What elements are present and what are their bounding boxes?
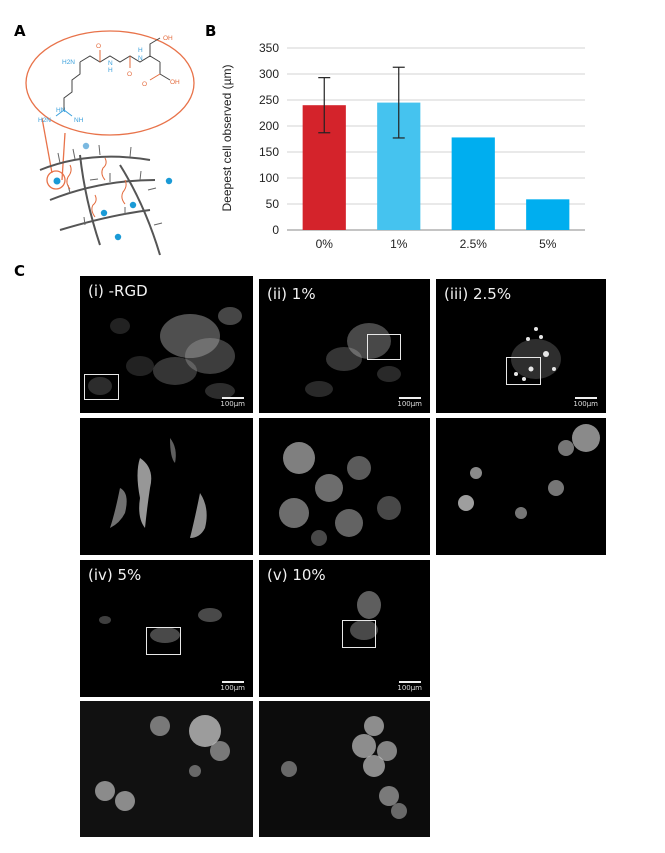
cell-cluster-sparse [99,608,222,643]
acid-label-o: O [142,81,147,88]
guanidine-label-hn: HN [56,107,66,114]
cell-cluster-rounded [511,327,561,381]
rounded-cells [281,716,407,819]
rounded-cells [95,715,230,811]
amide-label-n: N [108,60,113,67]
micrograph-label-10pct: (v) 10% [267,566,326,584]
micrograph-5pct-overview: (iv) 5% 100µm [80,560,253,697]
amine-label-h2n: H2N [62,59,75,66]
y-tick-label: 50 [266,197,280,211]
bar-3 [526,199,570,230]
carbonyl-label-o-2: O [127,71,132,78]
scale-bar-label: 100µm [220,684,245,692]
zoom-region-box [84,374,119,400]
zoom-region-box [367,334,401,360]
acid-label-oh: OH [163,35,173,42]
polymer-sidechains [57,144,163,226]
scale-bar-label: 100µm [397,684,422,692]
chart-bars [302,102,570,230]
y-tick-label: 100 [259,171,279,185]
rgd-schematic: H2N H N N H O O OH O OH HN H2N NH [25,30,195,256]
scale-bar-label: 100µm [397,400,422,408]
magnifier-callout [25,30,195,190]
polymer-network [39,154,161,256]
scale-bar: 100µm [397,681,422,692]
elongated-cells [110,438,207,538]
y-tick-label: 250 [259,93,279,107]
error-bar-1 [392,66,405,139]
y-tick-label: 150 [259,145,279,159]
cell-cluster-sparse [305,323,401,397]
micrograph-10pct-zoom [259,701,430,837]
micrograph-2-5pct-zoom [436,418,606,555]
amide-label-n-2: N [138,55,143,62]
scale-bar: 100µm [220,681,245,692]
micrograph-neg-rgd-overview: (i) -RGD 100µm [80,276,253,413]
panel-letter-c: C [14,262,26,280]
chart-y-axis-label: Deepest cell observed (µm) [220,65,234,212]
guanidine-label-h2n: H2N [38,117,51,124]
zoom-region-box [342,620,376,648]
x-tick-label: 5% [539,237,557,251]
y-tick-label: 350 [259,41,279,55]
panel-letter-a: A [14,22,26,40]
scale-bar: 100µm [573,397,598,408]
rgd-molecule [55,37,171,117]
chart-error-bars [318,66,405,139]
micrograph-label-1pct: (ii) 1% [267,285,316,303]
scale-bar-label: 100µm [573,400,598,408]
scale-bar: 100µm [220,397,245,408]
scale-bar: 100µm [397,397,422,408]
x-tick-label: 1% [390,237,408,251]
x-tick-label: 0% [316,237,334,251]
scale-bar-label: 100µm [220,400,245,408]
crosslinks [66,157,127,218]
carbonyl-label-o: O [96,43,101,50]
depth-bar-chart: 0 50 100 150 200 250 300 350 0% 1% 2.5% 5% Deepest… [220,41,585,251]
micrograph-1pct-zoom [259,418,430,555]
amide-label-h-2: H [138,47,143,54]
rgd-ligands [53,142,173,241]
zoom-region-box [146,627,181,655]
y-tick-label: 200 [259,119,279,133]
cell-cluster-sparse [350,591,381,640]
error-bar-0 [318,77,331,134]
bar-2 [451,137,495,230]
micrograph-label-5pct: (iv) 5% [88,566,142,584]
micrograph-2-5pct-overview: (iii) 2.5% 100µm [436,279,606,413]
x-tick-label: 2.5% [460,237,488,251]
clustered-cells [279,442,401,546]
micrograph-5pct-zoom [80,701,253,837]
molecule-labels: H2N H N N H O O OH O OH HN H2N NH [38,35,180,124]
acid-label-oh-2: OH [170,79,180,86]
y-tick-label: 0 [272,223,279,237]
cell-cluster-dense [88,307,242,399]
zoom-region-box [506,357,541,385]
y-tick-label: 300 [259,67,279,81]
micrograph-label-neg-rgd: (i) -RGD [88,282,148,300]
guanidine-label-nh: NH [74,117,84,124]
micrograph-label-2-5pct: (iii) 2.5% [444,285,512,303]
micrograph-10pct-overview: (v) 10% 100µm [259,560,430,697]
amide-label-h: H [108,67,113,74]
chart-x-ticks: 0% 1% 2.5% 5% [316,237,557,251]
chart-y-ticks: 0 50 100 150 200 250 300 350 [259,41,279,237]
panel-letter-b: B [205,22,217,40]
rounded-cells [458,424,600,519]
micrograph-neg-rgd-zoom [80,418,253,555]
micrograph-1pct-overview: (ii) 1% 100µm [259,279,430,413]
